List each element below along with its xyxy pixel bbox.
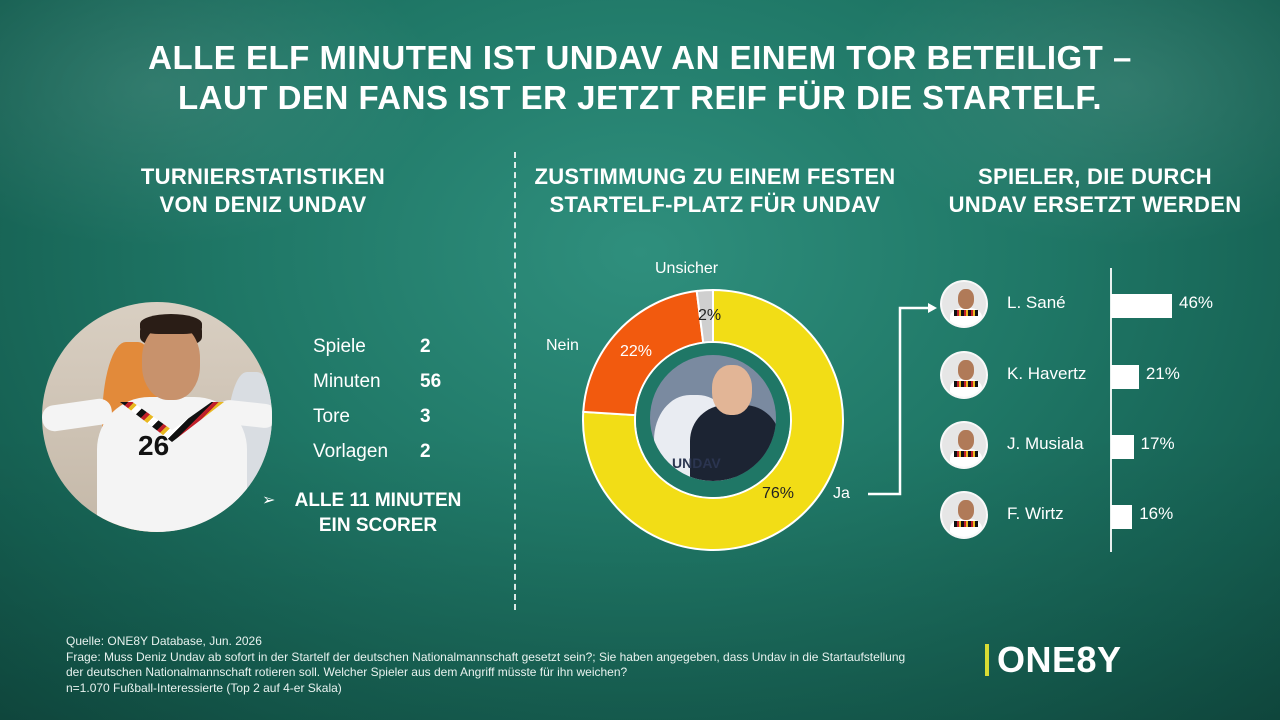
headline-line-2: LAUT DEN FANS IST ER JETZT REIF FÜR DIE …: [177, 79, 1103, 116]
avatar-head: [958, 430, 974, 450]
stats-title: TURNIERSTATISTIKEN VON DENIZ UNDAV: [128, 163, 398, 219]
donut-category-label-unsicher: Unsicher: [655, 260, 719, 277]
footer-source: Quelle: ONE8Y Database, Jun. 2026: [66, 634, 262, 648]
bar-category-label: J. Musiala: [1007, 434, 1084, 453]
stat-value: 2: [420, 441, 431, 462]
scorer-line-1: ALLE 11 MINUTEN: [294, 490, 462, 511]
bar-value-label: 21%: [1145, 364, 1180, 383]
brand-accent-bar: [985, 644, 989, 676]
photo-shirt-number: 26: [138, 430, 170, 461]
replace-title: SPIELER, DIE DURCH UNDAV ERSETZT WERDEN: [945, 163, 1245, 219]
replace-title-line-2: UNDAV ERSETZT WERDEN: [948, 192, 1242, 217]
bar-chart-axis: [1110, 268, 1112, 552]
bar: [1111, 294, 1172, 318]
photo-shirt: [97, 397, 247, 532]
footer-sample: n=1.070 Fußball-Interessierte (Top 2 auf…: [66, 680, 342, 695]
player-photo: 26: [42, 302, 272, 532]
headline-line-1: ALLE ELF MINUTEN IST UNDAV AN EINEM TOR …: [148, 39, 1132, 76]
photo-hair-top: [140, 314, 202, 334]
player-avatar: [940, 351, 988, 399]
bar: [1111, 505, 1133, 529]
avatar-chev: [954, 521, 978, 527]
donut-slice-unsicher: [695, 288, 714, 344]
donut-value-label-unsicher: 2%: [698, 307, 722, 324]
player-avatar: [940, 421, 988, 469]
photo-head: [142, 324, 200, 400]
scorer-line-2: EIN SCORER: [318, 515, 438, 536]
donut-value-label-nein: 22%: [620, 343, 653, 360]
approval-donut-chart: UNDAV 76% 22% 2% Ja Nein Unsicher: [530, 255, 910, 565]
bar-row: J. Musiala 17%: [940, 421, 1260, 473]
stat-value: 2: [420, 336, 431, 357]
approval-title-line-2: STARTELF-PLATZ FÜR UNDAV: [549, 192, 881, 217]
bar: [1111, 365, 1139, 389]
stat-value: 56: [420, 371, 442, 392]
bar-category-label: K. Havertz: [1007, 364, 1087, 383]
photo-coach-body: [690, 405, 776, 481]
stat-label: Tore: [313, 406, 350, 427]
approval-title: ZUSTIMMUNG ZU EINEM FESTEN STARTELF-PLAT…: [520, 163, 910, 219]
donut-category-label-ja: Ja: [833, 485, 850, 502]
stat-label: Minuten: [313, 371, 381, 392]
stats-title-line-1: TURNIERSTATISTIKEN: [140, 164, 386, 189]
bar-category-label: L. Sané: [1007, 293, 1066, 312]
replace-title-line-1: SPIELER, DIE DURCH: [978, 164, 1212, 189]
stat-label: Vorlagen: [313, 441, 389, 462]
photo-coach-head: [712, 365, 752, 415]
avatar-head: [958, 500, 974, 520]
coach-photo: UNDAV: [650, 355, 776, 481]
stat-value: 3: [420, 406, 431, 427]
scorer-highlight: ALLE 11 MINUTEN EIN SCORER: [288, 488, 468, 538]
avatar-chev: [954, 381, 978, 387]
footer-notes: Quelle: ONE8Y Database, Jun. 2026 Frage:…: [66, 634, 986, 696]
donut-value-label-ja: 76%: [762, 485, 795, 502]
bar-row: K. Havertz 21%: [940, 351, 1260, 403]
section-divider: [514, 152, 516, 610]
avatar-chev: [954, 310, 978, 316]
avatar-chev: [954, 451, 978, 457]
donut-category-label-nein: Nein: [546, 337, 579, 354]
bar-value-label: 17%: [1140, 434, 1175, 453]
stats-title-line-2: VON DENIZ UNDAV: [159, 192, 367, 217]
arrow-bullet-icon: ➢: [262, 492, 276, 509]
bar-row: L. Sané 46%: [940, 280, 1260, 332]
footer-question-line-1: Frage: Muss Deniz Undav ab sofort in der…: [66, 649, 906, 664]
footer-question-line-2: der deutschen Nationalmannschaft rotiere…: [66, 665, 628, 679]
connector-arrowhead-icon: [928, 303, 937, 313]
avatar-head: [958, 360, 974, 380]
donut-slice-ja: [582, 288, 844, 551]
photo-jersey-text: UNDAV: [672, 455, 721, 471]
player-avatar: [940, 280, 988, 328]
bar: [1111, 435, 1134, 459]
bar-value-label: 16%: [1139, 504, 1174, 523]
headline: ALLE ELF MINUTEN IST UNDAV AN EINEM TOR …: [0, 38, 1280, 118]
stat-label: Spiele: [313, 336, 366, 357]
brand-logo-text: ONE8Y: [997, 639, 1122, 680]
avatar-head: [958, 289, 974, 309]
approval-title-line-1: ZUSTIMMUNG ZU EINEM FESTEN: [534, 164, 896, 189]
player-avatar: [940, 491, 988, 539]
bar-row: F. Wirtz 16%: [940, 491, 1260, 543]
bar-category-label: F. Wirtz: [1007, 504, 1064, 523]
bar-value-label: 46%: [1179, 293, 1214, 312]
